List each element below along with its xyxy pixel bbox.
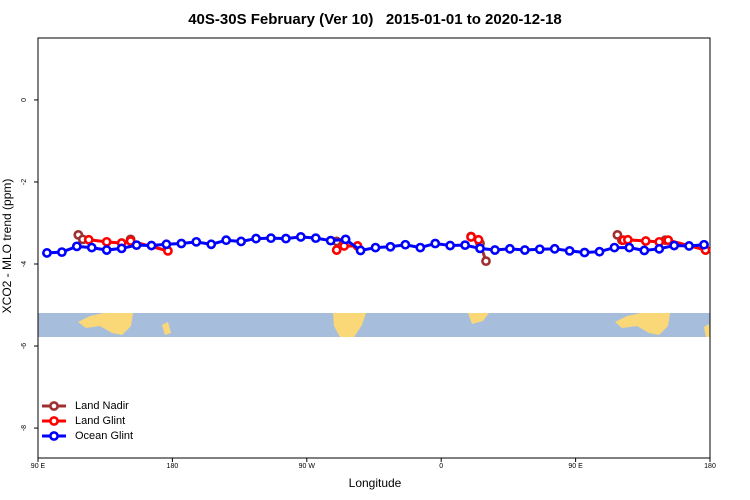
land	[615, 313, 670, 335]
x-tick-label: 180	[167, 463, 179, 470]
point	[266, 233, 276, 244]
point	[56, 247, 67, 258]
point	[325, 235, 336, 246]
point	[176, 238, 187, 249]
y-tick-label: 0	[21, 98, 28, 102]
legend-label: Land Glint	[75, 415, 125, 427]
point	[663, 235, 674, 246]
legend-marker	[49, 401, 59, 411]
point	[684, 241, 694, 251]
point	[86, 242, 97, 253]
land	[468, 313, 489, 324]
point	[519, 245, 530, 255]
x-tick-label: 90 E	[568, 463, 583, 470]
x-tick-label: 0	[439, 463, 443, 470]
point	[340, 234, 351, 245]
point	[236, 236, 246, 247]
ocean	[38, 313, 710, 337]
point	[466, 232, 476, 242]
point	[206, 239, 217, 250]
land	[704, 324, 710, 337]
x-axis-label: Longitude	[349, 476, 402, 490]
land	[333, 313, 366, 337]
point	[221, 235, 232, 246]
point	[71, 241, 82, 252]
point	[609, 242, 620, 253]
point	[355, 245, 366, 256]
point	[430, 238, 441, 249]
point	[564, 245, 575, 256]
point	[280, 233, 291, 244]
y-tick-label: -4	[21, 261, 28, 267]
point	[639, 245, 650, 256]
point	[490, 245, 500, 255]
point	[460, 240, 470, 251]
land	[162, 322, 171, 335]
point	[699, 239, 709, 250]
point	[101, 245, 112, 255]
point	[624, 242, 635, 253]
y-tick-label: -6	[21, 343, 28, 349]
point	[101, 236, 112, 247]
point	[415, 242, 426, 253]
map-strip	[38, 313, 710, 337]
point	[481, 256, 491, 267]
point	[370, 242, 381, 253]
legend-label: Land Nadir	[75, 400, 129, 412]
x-tick-label: 180	[704, 463, 716, 470]
point	[549, 243, 560, 254]
point	[251, 233, 261, 244]
point	[385, 241, 396, 252]
point	[640, 236, 651, 246]
point	[161, 239, 172, 250]
point	[331, 245, 342, 255]
point	[654, 243, 665, 254]
x-tick-label: 90 E	[31, 463, 46, 470]
point	[42, 248, 52, 258]
point	[191, 236, 202, 247]
point	[310, 233, 321, 244]
point	[83, 234, 94, 245]
legend-marker	[49, 416, 59, 426]
y-tick-label: -2	[21, 179, 28, 185]
point	[116, 243, 127, 254]
y-axis-label: XCO2 - MLO trend (ppm)	[0, 179, 14, 314]
plot-frame	[37, 37, 711, 459]
point	[146, 240, 157, 251]
point	[473, 234, 484, 245]
chart-title: 40S-30S February (Ver 10) 2015-01-01 to …	[188, 11, 562, 28]
point	[622, 234, 633, 245]
legend-label: Ocean Glint	[75, 430, 133, 442]
point	[594, 246, 605, 257]
y-tick-label: -8	[21, 425, 28, 431]
point	[669, 240, 680, 251]
point	[295, 232, 306, 242]
point	[504, 243, 515, 254]
point	[579, 247, 590, 258]
x-tick-label: 90 W	[299, 463, 316, 470]
legend-marker	[49, 431, 59, 441]
point	[534, 244, 545, 255]
point	[475, 243, 485, 254]
land	[78, 313, 133, 335]
point	[445, 240, 456, 251]
point	[131, 240, 142, 251]
point	[400, 239, 411, 250]
